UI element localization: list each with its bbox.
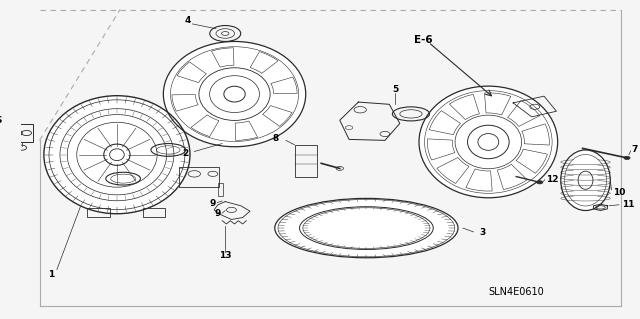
Text: 3: 3 xyxy=(479,228,486,237)
Bar xyxy=(179,167,219,187)
Ellipse shape xyxy=(44,96,190,214)
Text: 10: 10 xyxy=(613,189,626,197)
Bar xyxy=(10,124,33,142)
Bar xyxy=(218,183,223,196)
Circle shape xyxy=(624,156,630,160)
Text: 9: 9 xyxy=(214,209,221,218)
Bar xyxy=(294,145,317,177)
Text: 4: 4 xyxy=(185,16,191,25)
Text: 5: 5 xyxy=(392,85,399,94)
Ellipse shape xyxy=(561,148,611,212)
Text: 6: 6 xyxy=(0,116,2,125)
Text: 9: 9 xyxy=(210,199,216,208)
Text: 8: 8 xyxy=(273,134,279,143)
Ellipse shape xyxy=(275,198,458,258)
Bar xyxy=(143,208,165,217)
Circle shape xyxy=(536,181,543,184)
Text: SLN4E0610: SLN4E0610 xyxy=(488,287,544,297)
Ellipse shape xyxy=(163,41,306,147)
Text: 1: 1 xyxy=(47,270,54,279)
Text: 13: 13 xyxy=(219,251,232,260)
Text: 11: 11 xyxy=(622,200,634,209)
Text: 7: 7 xyxy=(632,145,638,154)
Text: 2: 2 xyxy=(182,149,188,158)
Text: 12: 12 xyxy=(546,174,558,184)
Ellipse shape xyxy=(419,86,557,198)
Text: E-6: E-6 xyxy=(414,35,433,45)
Bar xyxy=(87,208,109,217)
